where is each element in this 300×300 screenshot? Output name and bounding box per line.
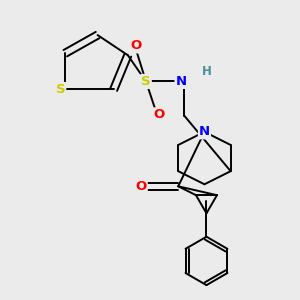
Text: O: O [130, 39, 142, 52]
Text: S: S [141, 75, 151, 88]
Text: N: N [199, 125, 210, 138]
Text: N: N [176, 75, 187, 88]
Text: H: H [202, 65, 212, 78]
Text: O: O [154, 108, 165, 122]
Text: S: S [56, 83, 65, 96]
Text: O: O [136, 180, 147, 193]
